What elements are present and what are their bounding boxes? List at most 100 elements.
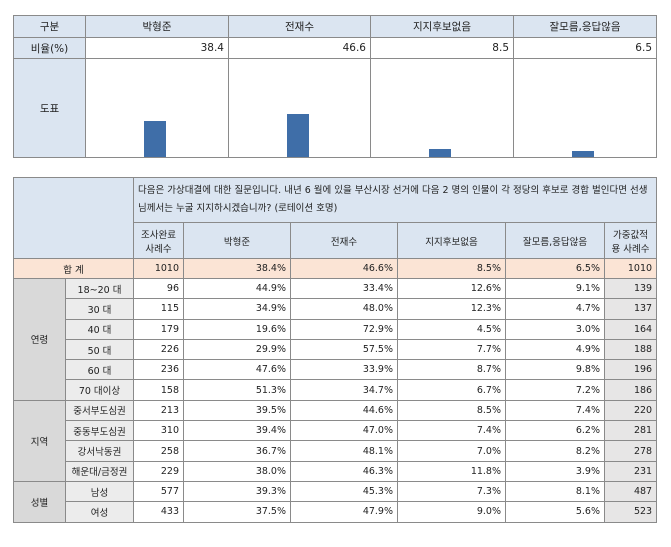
- cell: 220: [603, 399, 658, 422]
- row-label: 해운대/금정권: [65, 460, 134, 482]
- ratio-value: 6.5: [513, 37, 657, 59]
- cell: 51.3%: [183, 379, 291, 401]
- bar: [572, 150, 594, 157]
- row-label: 18~20 대: [65, 277, 134, 300]
- data-row: 강서낙동권 258 36.7% 48.1% 7.0% 8.2% 278: [14, 440, 658, 462]
- cell: 213: [133, 399, 184, 422]
- cell: 229: [133, 460, 184, 482]
- cell: 12.3%: [397, 298, 506, 320]
- cell: 45.3%: [290, 480, 398, 503]
- row-label: 도표: [13, 58, 86, 158]
- cell: 36.7%: [183, 440, 291, 462]
- column-row: 조사완료 사례수 박형준 전재수 지지후보없음 잘모름,응답않음 가중값적용 사례수: [14, 222, 658, 259]
- row-label: 50 대: [65, 338, 134, 361]
- column-header: 박형준: [183, 222, 291, 259]
- cell: 34.7%: [290, 379, 398, 401]
- ratio-row: 비율(%) 38.4 46.6 8.5 6.5: [13, 37, 657, 59]
- header-cell: 지지후보없음: [370, 15, 514, 38]
- cell: 39.3%: [183, 480, 291, 503]
- total-value: 38.4%: [183, 258, 291, 279]
- total-value: 8.5%: [397, 258, 506, 279]
- cell: 33.9%: [290, 359, 398, 381]
- cell: 139: [603, 277, 658, 300]
- cell: 278: [603, 440, 658, 462]
- cell: 12.6%: [397, 277, 506, 300]
- total-value: 46.6%: [290, 258, 398, 279]
- cell: 7.4%: [397, 420, 506, 442]
- cell: 7.3%: [397, 480, 506, 503]
- header-cell: 구분: [13, 15, 86, 38]
- cell: 4.7%: [505, 298, 605, 320]
- data-row: 50 대 226 29.9% 57.5% 7.7% 4.9% 188: [14, 338, 658, 361]
- cell: 7.2%: [505, 379, 605, 401]
- crosstab-table: 다음은 가상대결에 대한 질문입니다. 내년 6 월에 있을 부산시장 선거에 …: [13, 177, 658, 523]
- ratio-value: 8.5: [370, 37, 514, 59]
- cell: 137: [603, 298, 658, 320]
- header-row: 구분 박형준 전재수 지지후보없음 잘모름,응답않음: [13, 15, 657, 38]
- summary-table: 구분 박형준 전재수 지지후보없음 잘모름,응답않음 비율(%) 38.4 46.6 8.5 6.…: [13, 15, 657, 158]
- data-row: 연령 18~20 대 96 44.9% 33.4% 12.6% 9.1% 139: [13, 277, 658, 401]
- cell: 47.0%: [290, 420, 398, 442]
- cell: 7.0%: [397, 440, 506, 462]
- row-label: 강서낙동권: [65, 440, 134, 462]
- cell: 523: [603, 501, 658, 523]
- cell: 9.0%: [397, 501, 506, 523]
- cell: 231: [603, 460, 658, 482]
- cell: 57.5%: [290, 338, 398, 361]
- total-row: 합 계 1010 38.4% 46.6% 8.5% 6.5% 1010: [13, 258, 658, 279]
- cell: 164: [603, 318, 658, 340]
- cell: 281: [603, 420, 658, 442]
- cell: 4.9%: [505, 338, 605, 361]
- cell: 6.7%: [397, 379, 506, 401]
- cell: 47.6%: [183, 359, 291, 381]
- group-label: 지역: [13, 399, 66, 482]
- header-cell: 전재수: [228, 15, 371, 38]
- cell: 4.5%: [397, 318, 506, 340]
- ratio-value: 38.4: [85, 37, 229, 59]
- row-label: 남성: [65, 480, 134, 503]
- cell: 236: [133, 359, 184, 381]
- bar: [287, 113, 309, 157]
- row-label: 중동부도심권: [65, 420, 134, 442]
- header-cell: 잘모름,응답않음: [513, 15, 657, 38]
- group-label: 연령: [13, 278, 66, 401]
- data-row: 중동부도심권 310 39.4% 47.0% 7.4% 6.2% 281: [14, 420, 658, 442]
- cell: 8.7%: [397, 359, 506, 381]
- chart-cell: [370, 58, 514, 158]
- cell: 39.4%: [183, 420, 291, 442]
- row-label: 중서부도심권: [65, 399, 134, 422]
- group-label: 성별: [13, 480, 66, 523]
- cell: 6.2%: [505, 420, 605, 442]
- cell: 196: [603, 359, 658, 381]
- column-header: 잘모름,응답않음: [505, 222, 605, 259]
- chart-row: 도표: [13, 58, 657, 158]
- bar: [144, 121, 166, 157]
- data-row: 지역 중서부도심권 213 39.5% 44.6% 8.5% 7.4% 220: [13, 399, 658, 482]
- cell: 47.9%: [290, 501, 398, 523]
- total-label: 합 계: [13, 258, 134, 279]
- column-header: 조사완료 사례수: [133, 222, 184, 259]
- cell: 7.7%: [397, 338, 506, 361]
- chart-cell: [513, 58, 657, 158]
- total-value: 6.5%: [505, 258, 605, 279]
- cell: 7.4%: [505, 399, 605, 422]
- data-row: 30 대 115 34.9% 48.0% 12.3% 4.7% 137: [14, 298, 658, 320]
- cell: 158: [133, 379, 184, 401]
- data-row: 70 대이상 158 51.3% 34.7% 6.7% 7.2% 186: [14, 379, 658, 401]
- cell: 19.6%: [183, 318, 291, 340]
- cell: 39.5%: [183, 399, 291, 422]
- cell: 5.6%: [505, 501, 605, 523]
- row-label: 여성: [65, 501, 134, 523]
- cell: 3.9%: [505, 460, 605, 482]
- cell: 9.1%: [505, 277, 605, 300]
- data-row: 여성 433 37.5% 47.9% 9.0% 5.6% 523: [14, 501, 658, 523]
- bar: [429, 149, 451, 157]
- cell: 258: [133, 440, 184, 462]
- cell: 29.9%: [183, 338, 291, 361]
- row-label: 비율(%): [13, 37, 86, 59]
- cell: 433: [133, 501, 184, 523]
- cell: 8.1%: [505, 480, 605, 503]
- total-value: 1010: [133, 258, 184, 279]
- cell: 188: [603, 338, 658, 361]
